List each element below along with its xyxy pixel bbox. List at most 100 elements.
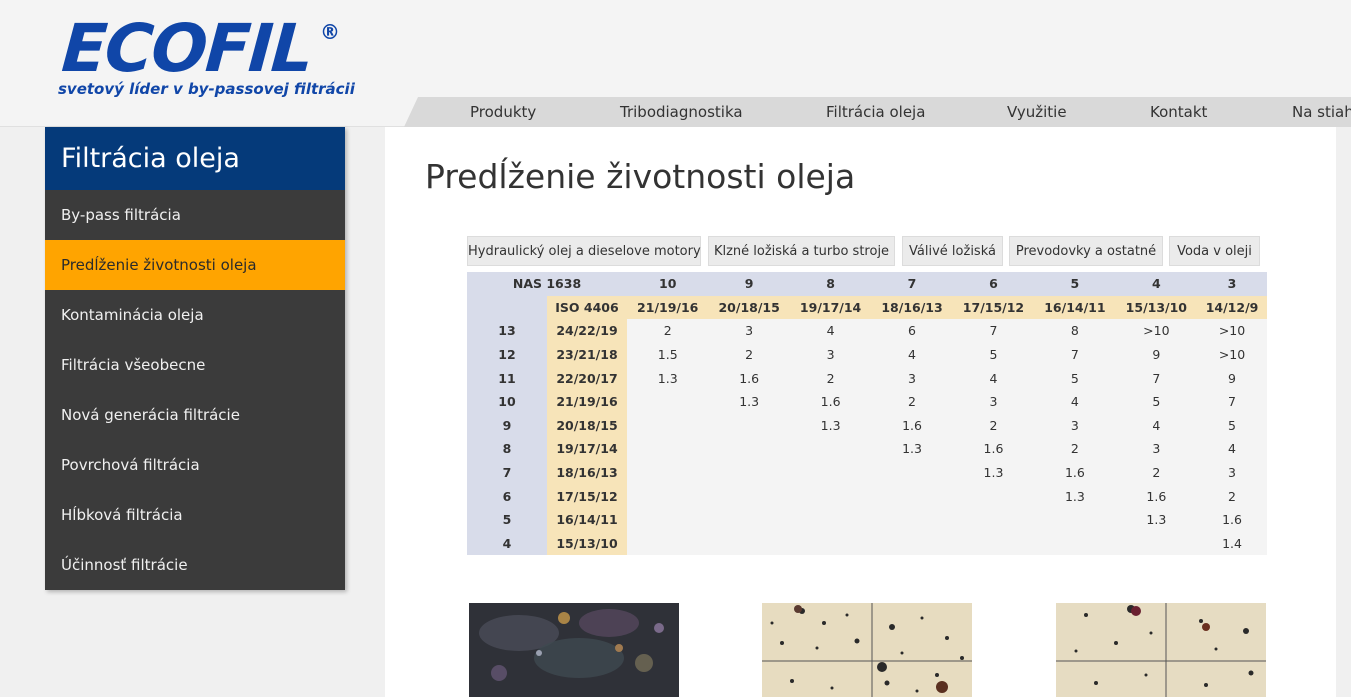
iso-col-header: 18/16/13 — [871, 295, 953, 320]
tab-klzne-loziska[interactable]: Klzné ložiská a turbo stroje — [708, 236, 895, 266]
logo-wordmark: ECOFIL — [59, 10, 315, 87]
page-title: Predĺženie životnosti oleja — [425, 157, 856, 196]
life-extension-factor: 4 — [1197, 437, 1267, 461]
row-nas-value: 11 — [467, 366, 547, 390]
life-extension-factor — [627, 484, 709, 508]
sidebar-item-by-pass[interactable]: By-pass filtrácia — [61, 206, 181, 224]
life-extension-factor — [789, 507, 872, 532]
row-iso-value: 17/15/12 — [547, 484, 627, 508]
life-extension-factor: 5 — [952, 342, 1035, 367]
life-extension-factor: 1.3 — [871, 437, 953, 461]
life-extension-factor: 1.6 — [1197, 507, 1267, 532]
iso-col-header: 21/19/16 — [627, 295, 709, 320]
life-extension-factor: 1.6 — [952, 437, 1035, 461]
sidebar-item-nova-generacia[interactable]: Nová generácia filtrácie — [61, 406, 240, 424]
row-nas-value: 8 — [467, 437, 547, 461]
life-extension-factor: >10 — [1197, 319, 1267, 343]
nav-item-kontakt[interactable]: Kontakt — [1150, 103, 1208, 121]
life-extension-factor — [627, 531, 709, 556]
tab-prevodovky[interactable]: Prevodovky a ostatné — [1009, 236, 1163, 266]
life-extension-factor: 3 — [789, 342, 872, 367]
row-iso-value: 21/19/16 — [547, 389, 627, 414]
life-extension-factor: 2 — [871, 389, 953, 414]
life-extension-factor: 3 — [708, 319, 790, 343]
photo-dark-image — [469, 603, 679, 697]
nav-item-produkty[interactable]: Produkty — [470, 103, 537, 121]
sidebar-item-filtracia-vseobecne[interactable]: Filtrácia všeobecne — [61, 356, 206, 374]
life-extension-factor: 8 — [1034, 319, 1116, 343]
row-nas-value: 4 — [467, 531, 547, 556]
row-nas-value: 5 — [467, 507, 547, 532]
life-extension-factor: 1.3 — [952, 460, 1035, 485]
particle-photo-dark — [469, 603, 679, 697]
life-extension-factor: 2 — [1197, 484, 1267, 508]
sidebar-item-hlbkova[interactable]: Hĺbková filtrácia — [61, 506, 183, 524]
life-extension-factor: 4 — [871, 342, 953, 367]
iso-col-header: 14/12/9 — [1197, 295, 1267, 320]
life-extension-factor: 6 — [871, 319, 953, 343]
sidebar-item-kontaminacia[interactable]: Kontaminácia oleja — [61, 306, 204, 324]
tab-valive-loziska[interactable]: Válivé ložiská — [902, 236, 1003, 266]
life-extension-factor: 2 — [627, 319, 709, 343]
nav-item-filtracia-oleja[interactable]: Filtrácia oleja — [826, 103, 926, 121]
table-row: 6 17/15/12 1.3 1.6 2 — [467, 484, 1267, 508]
iso-label: ISO 4406 — [547, 295, 627, 320]
nas-col-header: 7 — [871, 272, 953, 296]
nas-col-header: 3 — [1197, 272, 1267, 296]
logo[interactable]: ECOFIL ® svetový líder v by-passovej fil… — [58, 10, 355, 98]
table-row: 8 19/17/14 1.3 1.6 2 3 4 — [467, 437, 1267, 461]
row-nas-value: 7 — [467, 460, 547, 485]
nav-item-na-stiahnutie[interactable]: Na stiah — [1292, 103, 1351, 121]
life-extension-factor: 3 — [1197, 460, 1267, 485]
main-nav: Produkty Tribodiagnostika Filtrácia olej… — [418, 97, 1351, 127]
life-extension-factor — [1034, 531, 1116, 556]
row-nas-value: 13 — [467, 319, 547, 343]
life-extension-factor: >10 — [1115, 319, 1198, 343]
table-row: 13 24/22/19 2 3 4 6 7 8 >10 >10 — [467, 319, 1267, 343]
row-nas-value: 10 — [467, 389, 547, 414]
life-extension-factor: 1.3 — [1115, 507, 1198, 532]
life-extension-factor: 2 — [708, 342, 790, 367]
life-extension-factor — [789, 531, 872, 556]
row-iso-value: 23/21/18 — [547, 342, 627, 367]
life-extension-factor — [952, 531, 1035, 556]
life-extension-factor: 9 — [1115, 342, 1198, 367]
sidebar-item-predlzenie-zivotnosti[interactable]: Predĺženie životnosti oleja — [45, 240, 345, 290]
table-row: 9 20/18/15 1.3 1.6 2 3 4 5 — [467, 413, 1267, 438]
row-iso-value: 20/18/15 — [547, 413, 627, 438]
nas-col-header: 9 — [708, 272, 790, 296]
table-header-iso: ISO 4406 21/19/16 20/18/15 19/17/14 18/16/13… — [467, 295, 1267, 320]
life-extension-factor — [627, 413, 709, 438]
main-content: Predĺženie životnosti oleja Hydraulický … — [385, 127, 1336, 697]
tab-hydraulicky-olej[interactable]: Hydraulický olej a dieselove motory — [467, 236, 701, 266]
sidebar-item-ucinnost[interactable]: Účinnosť filtrácie — [61, 556, 188, 574]
particle-photo-clean — [1056, 603, 1266, 697]
nas-col-header: 6 — [952, 272, 1035, 296]
nav-item-vyuzitie[interactable]: Využitie — [1007, 103, 1067, 121]
nas-col-header: 5 — [1034, 272, 1116, 296]
life-extension-factor — [708, 507, 790, 532]
sidebar-item-povrchova[interactable]: Povrchová filtrácia — [61, 456, 200, 474]
table-row: 4 15/13/10 1.4 — [467, 531, 1267, 556]
life-extension-factor — [627, 507, 709, 532]
tab-voda-v-oleji[interactable]: Voda v oleji — [1169, 236, 1260, 266]
life-extension-factor — [789, 460, 872, 485]
nav-item-tribodiagnostika[interactable]: Tribodiagnostika — [620, 103, 743, 121]
row-nas-value: 6 — [467, 484, 547, 508]
life-extension-factor: 1.6 — [708, 366, 790, 390]
sidebar: Filtrácia oleja By-pass filtrácia Predĺž… — [45, 127, 345, 590]
corner-cell — [467, 295, 547, 320]
life-extension-factor — [789, 437, 872, 461]
row-iso-value: 22/20/17 — [547, 366, 627, 390]
row-iso-value: 24/22/19 — [547, 319, 627, 343]
row-iso-value: 19/17/14 — [547, 437, 627, 461]
life-extension-factor — [952, 484, 1035, 508]
life-extension-factor: 5 — [1197, 413, 1267, 438]
nas-label: NAS 1638 — [467, 272, 627, 296]
life-extension-factor: 4 — [1115, 413, 1198, 438]
life-extension-factor — [708, 460, 790, 485]
table-row: 12 23/21/18 1.5 2 3 4 5 7 9 >10 — [467, 342, 1267, 367]
life-extension-factor: 1.6 — [1034, 460, 1116, 485]
table-row: 7 18/16/13 1.3 1.6 2 3 — [467, 460, 1267, 485]
life-extension-factor — [627, 460, 709, 485]
